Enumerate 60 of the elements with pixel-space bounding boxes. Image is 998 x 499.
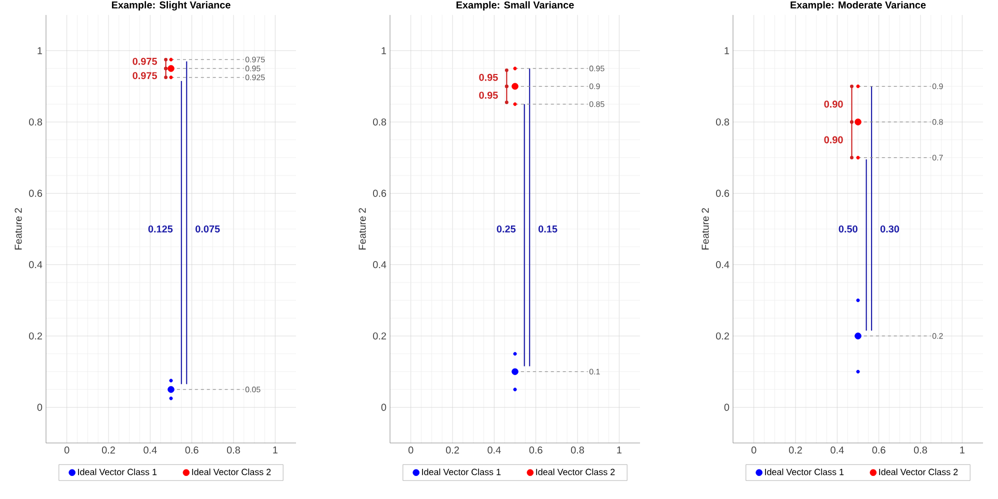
annotation: 0.25 (496, 225, 516, 233)
y-tick-label: 1 (724, 47, 730, 54)
legend-label: Ideal Vector Class 1 (422, 468, 501, 476)
y-axis-title: Feature 2 (702, 208, 709, 250)
y-tick-label: 0.8 (716, 118, 730, 126)
x-tick-label: 0.2 (446, 446, 459, 454)
x-tick-label: 0.8 (914, 446, 928, 454)
y-tick-label: 0.4 (716, 261, 730, 268)
x-tick-label: 0.6 (185, 446, 198, 454)
y-tick-label: 0.8 (29, 118, 42, 126)
annotation: 0.90 (824, 136, 843, 144)
y-tick-label: 1 (382, 47, 386, 54)
annotation: 0.075 (196, 225, 220, 233)
x-tick-label: 0.2 (102, 446, 115, 454)
y-tick-label: 1 (38, 47, 42, 54)
legend-label: Ideal Vector Class 2 (879, 468, 958, 476)
y-tick-label: 0.8 (373, 118, 386, 126)
annotation: 0.975 (132, 72, 158, 80)
x-tick-label: 0.6 (529, 446, 542, 454)
y-tick-label: 0.4 (373, 261, 386, 268)
chart-title: Example: Moderate Variance (790, 1, 926, 10)
y-tick-label: 0.6 (716, 190, 730, 197)
y-axis-title: Feature 2 (14, 208, 22, 250)
annotation: 0.15 (538, 225, 558, 233)
x-tick-label: 0.6 (872, 446, 886, 454)
x-tick-label: 1 (617, 446, 622, 454)
y-tick-label: 0.6 (29, 190, 42, 197)
annotation: 0.30 (880, 225, 900, 233)
chart-title: Example: Small Variance (456, 1, 574, 10)
annotation: 0.95 (479, 74, 498, 81)
annotation: 0.95 (479, 92, 498, 99)
chart-title: Example: Slight Variance (112, 1, 230, 10)
annotation: 0.50 (838, 225, 858, 233)
x-tick-label: 0.4 (830, 446, 844, 454)
x-tick-label: 0 (64, 446, 70, 454)
legend-label: Ideal Vector Class 1 (78, 468, 157, 476)
x-tick-label: 0 (408, 446, 414, 454)
x-tick-label: 1 (960, 446, 964, 454)
annotation: 0.90 (824, 100, 843, 108)
legend-label: Ideal Vector Class 1 (765, 468, 844, 476)
legend-label: Ideal Vector Class 2 (192, 468, 271, 476)
y-axis-title: Feature 2 (358, 208, 366, 250)
x-tick-label: 1 (273, 446, 278, 454)
x-tick-label: 0.2 (788, 446, 802, 454)
x-tick-label: 0.4 (488, 446, 501, 454)
y-tick-label: 0.2 (716, 332, 729, 340)
x-tick-label: 0 (751, 446, 756, 454)
y-tick-label: 0.2 (373, 332, 386, 340)
annotation: 0.975 (132, 58, 158, 65)
x-tick-label: 0.4 (144, 446, 157, 454)
y-tick-label: 0 (724, 404, 730, 411)
legend-label: Ideal Vector Class 2 (536, 468, 615, 476)
x-tick-label: 0.8 (570, 446, 584, 454)
x-tick-label: 0.8 (226, 446, 240, 454)
annotation: 0.125 (148, 225, 173, 233)
y-tick-label: 0.2 (29, 332, 42, 340)
y-tick-label: 0 (37, 404, 42, 411)
y-tick-label: 0 (381, 404, 386, 411)
y-tick-label: 0.6 (373, 190, 386, 197)
y-tick-label: 0.4 (29, 261, 42, 268)
